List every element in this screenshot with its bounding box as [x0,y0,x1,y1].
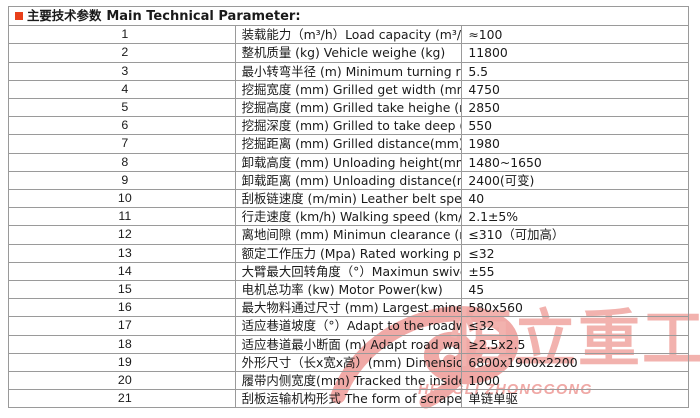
row-number: 20 [8,371,236,391]
table-row: 15 电机总功率 (kw) Motor Power(kw) 45 [8,280,689,300]
row-value: 580x560 [461,298,689,318]
row-value: ≥2.5x2.5 [461,334,689,354]
row-number: 15 [8,280,236,300]
row-number: 4 [8,79,236,100]
row-description: 挖掘距离 (mm) Grilled distance(mm) [234,134,463,154]
row-value: 45 [461,280,689,300]
row-number: 9 [8,170,236,191]
row-value: 11800 [461,43,689,63]
table-row: 1 装载能力（m³/h）Load capacity (m³/h) ≈100 [8,25,689,45]
table-row: 18 适应巷道最小断面 (m) Adapt road way lift of s… [8,334,689,354]
table-row: 9 卸载距离 (mm) Unloading distance(mm) 2400(… [8,170,689,191]
row-description: 最小转弯半径 (m) Minimum turning radius (m) [234,61,463,81]
table-row: 3 最小转弯半径 (m) Minimum turning radius (m) … [8,61,689,81]
table-row: 2 整机质量 (kg) Vehicle weighe (kg) 11800 [8,43,689,63]
table-body: 主要技术参数 Main Technical Parameter: 1 装载能力（m… [8,5,689,409]
row-description: 履带内侧宽度(mm) Tracked the inside width (mm) [234,371,463,391]
row-description: 外形尺寸（长x宽x高）(mm) Dimension(Length*Width*H… [234,352,463,373]
table-row: 5 挖掘高度 (mm) Grilled take heighe (mm) 285… [8,98,689,118]
row-value: ≤32 [461,316,689,336]
technical-parameters-table: 主要技术参数 Main Technical Parameter: 1 装载能力（m… [8,5,689,409]
row-description: 装载能力（m³/h）Load capacity (m³/h) [234,25,463,45]
row-number: 10 [8,189,236,209]
table-row: 14 大臂最大回转角度（°）Maximun swivel arm（°） ±55 [8,261,689,282]
row-description: 刮板运输机构形式 The form of scraper transport o… [234,389,463,409]
row-number: 16 [8,298,236,318]
table-row: 17 适应巷道坡度（°）Adapt to the roadway slope（°… [8,316,689,336]
row-number: 8 [8,152,236,172]
table-row: 12 离地间隙 (mm) Minimun clearance (mm) ≤310… [8,225,689,245]
row-value: 2.1±5% [461,207,689,227]
row-description: 离地间隙 (mm) Minimun clearance (mm) [234,225,463,245]
table-row: 21 刮板运输机构形式 The form of scraper transpor… [8,389,689,409]
table-row: 19 外形尺寸（长x宽x高）(mm) Dimension(Length*Widt… [8,352,689,373]
table-title-cell: 主要技术参数 Main Technical Parameter: [8,5,689,27]
row-value: 550 [461,116,689,136]
row-number: 12 [8,225,236,245]
table-row: 10 刮板链速度 (m/min) Leather belt speed (m/m… [8,189,689,209]
row-description: 挖掘高度 (mm) Grilled take heighe (mm) [234,98,463,118]
row-description: 适应巷道坡度（°）Adapt to the roadway slope（°） [234,316,463,336]
row-number: 14 [8,261,236,282]
row-value: 1000 [461,371,689,391]
row-description: 挖掘宽度 (mm) Grilled get width (mm) [234,79,463,100]
row-value: 2400(可变) [461,170,689,191]
row-value: 1980 [461,134,689,154]
row-description: 卸载高度 (mm) Unloading height(mm) [234,152,463,172]
row-value: ≤32 [461,243,689,263]
row-number: 7 [8,134,236,154]
table-row: 4 挖掘宽度 (mm) Grilled get width (mm) 4750 [8,79,689,100]
row-number: 21 [8,389,236,409]
table-row: 11 行走速度 (km/h) Walking speed (km/h) 2.1±… [8,207,689,227]
row-description: 行走速度 (km/h) Walking speed (km/h) [234,207,463,227]
row-number: 5 [8,98,236,118]
table-row: 20 履带内侧宽度(mm) Tracked the inside width (… [8,371,689,391]
table-row: 8 卸载高度 (mm) Unloading height(mm) 1480~16… [8,152,689,172]
row-number: 13 [8,243,236,263]
row-value: 5.5 [461,61,689,81]
row-description: 卸载距离 (mm) Unloading distance(mm) [234,170,463,191]
row-number: 11 [8,207,236,227]
row-number: 19 [8,352,236,373]
row-description: 适应巷道最小断面 (m) Adapt road way lift of sect… [234,334,463,354]
table-title-cn: 主要技术参数 [27,8,102,23]
row-value: 6800x1900x2200 [461,352,689,373]
row-description: 最大物料通过尺寸 (mm) Largest mineral aggregate … [234,298,463,318]
row-value: 2850 [461,98,689,118]
row-value: ≤310（可加高） [461,225,689,245]
row-description: 大臂最大回转角度（°）Maximun swivel arm（°） [234,261,463,282]
row-value: 单链单驱 [461,389,689,409]
row-number: 2 [8,43,236,63]
row-description: 整机质量 (kg) Vehicle weighe (kg) [234,43,463,63]
row-number: 6 [8,116,236,136]
row-number: 18 [8,334,236,354]
row-description: 电机总功率 (kw) Motor Power(kw) [234,280,463,300]
table-row: 6 挖掘深度 (mm) Grilled to take deep (mm) 55… [8,116,689,136]
row-value: 40 [461,189,689,209]
row-value: ≈100 [461,25,689,45]
row-number: 17 [8,316,236,336]
row-value: ±55 [461,261,689,282]
table-header-row: 主要技术参数 Main Technical Parameter: [8,5,689,27]
table-row: 16 最大物料通过尺寸 (mm) Largest mineral aggrega… [8,298,689,318]
row-description: 额定工作压力 (Mpa) Rated working pressure (Mpa… [234,243,463,263]
row-value: 1480~1650 [461,152,689,172]
row-value: 4750 [461,79,689,100]
table-row: 7 挖掘距离 (mm) Grilled distance(mm) 1980 [8,134,689,154]
row-description: 刮板链速度 (m/min) Leather belt speed (m/min) [234,189,463,209]
row-number: 3 [8,61,236,81]
table-row: 13 额定工作压力 (Mpa) Rated working pressure (… [8,243,689,263]
table-title-en: Main Technical Parameter: [106,9,301,24]
red-square-bullet-icon [15,12,23,20]
row-description: 挖掘深度 (mm) Grilled to take deep (mm) [234,116,463,136]
row-number: 1 [8,25,236,45]
